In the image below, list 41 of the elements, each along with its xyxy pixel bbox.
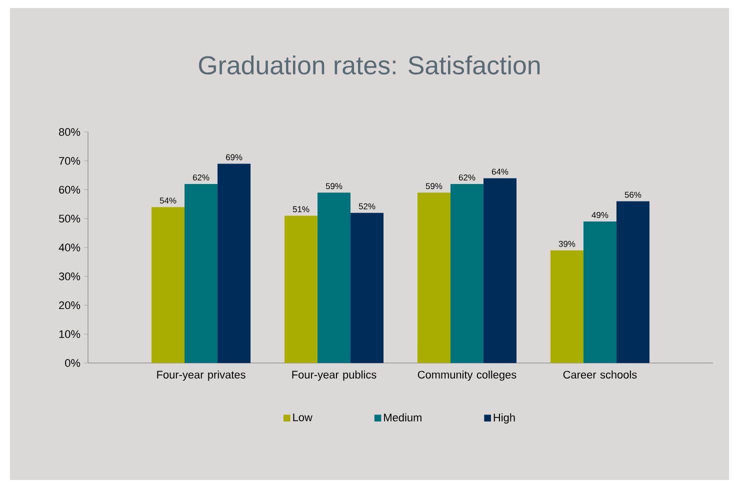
data-label: 62% [192,174,210,180]
y-tick-label: 40% [58,244,80,252]
x-tick-label: Career schools [563,370,637,379]
bar [318,192,351,363]
bar [583,222,616,363]
y-tick-label: 20% [59,301,80,310]
bar [483,178,516,363]
data-label: 56% [624,192,642,198]
bar [184,184,218,363]
y-tick-label: 0% [65,359,80,367]
y-tick-label: 30% [58,272,80,280]
data-label: 39% [558,240,576,247]
legend-label: Low [293,414,312,422]
bar [450,184,484,363]
x-tick-label: Four-year publics [292,370,376,381]
data-label: 62% [458,174,476,180]
data-label: 59% [426,183,442,190]
legend-label: Medium [384,413,422,422]
data-label: 69% [226,154,242,160]
bar [152,207,185,363]
y-tick-label: 80% [59,128,80,136]
bar [350,212,384,363]
bar [417,192,450,363]
data-label: 64% [492,168,508,175]
chart-title: Graduation rates: Satisfaction [198,55,540,75]
data-label: 59% [326,183,342,190]
data-label: 52% [358,203,376,210]
y-tick-label: 10% [59,330,80,338]
bar [616,201,650,363]
data-label: 51% [292,206,310,212]
bar [218,164,251,363]
y-tick-label: 60% [59,186,80,194]
data-label: 54% [160,198,176,204]
legend-label: High [494,413,515,424]
x-tick-label: Community colleges [418,370,516,381]
bar [284,216,318,363]
bar [550,250,584,363]
y-tick-label: 50% [58,214,80,223]
x-tick-label: Four-year privates [157,370,246,381]
data-label: 49% [592,212,608,218]
y-tick-label: 70% [59,157,80,165]
